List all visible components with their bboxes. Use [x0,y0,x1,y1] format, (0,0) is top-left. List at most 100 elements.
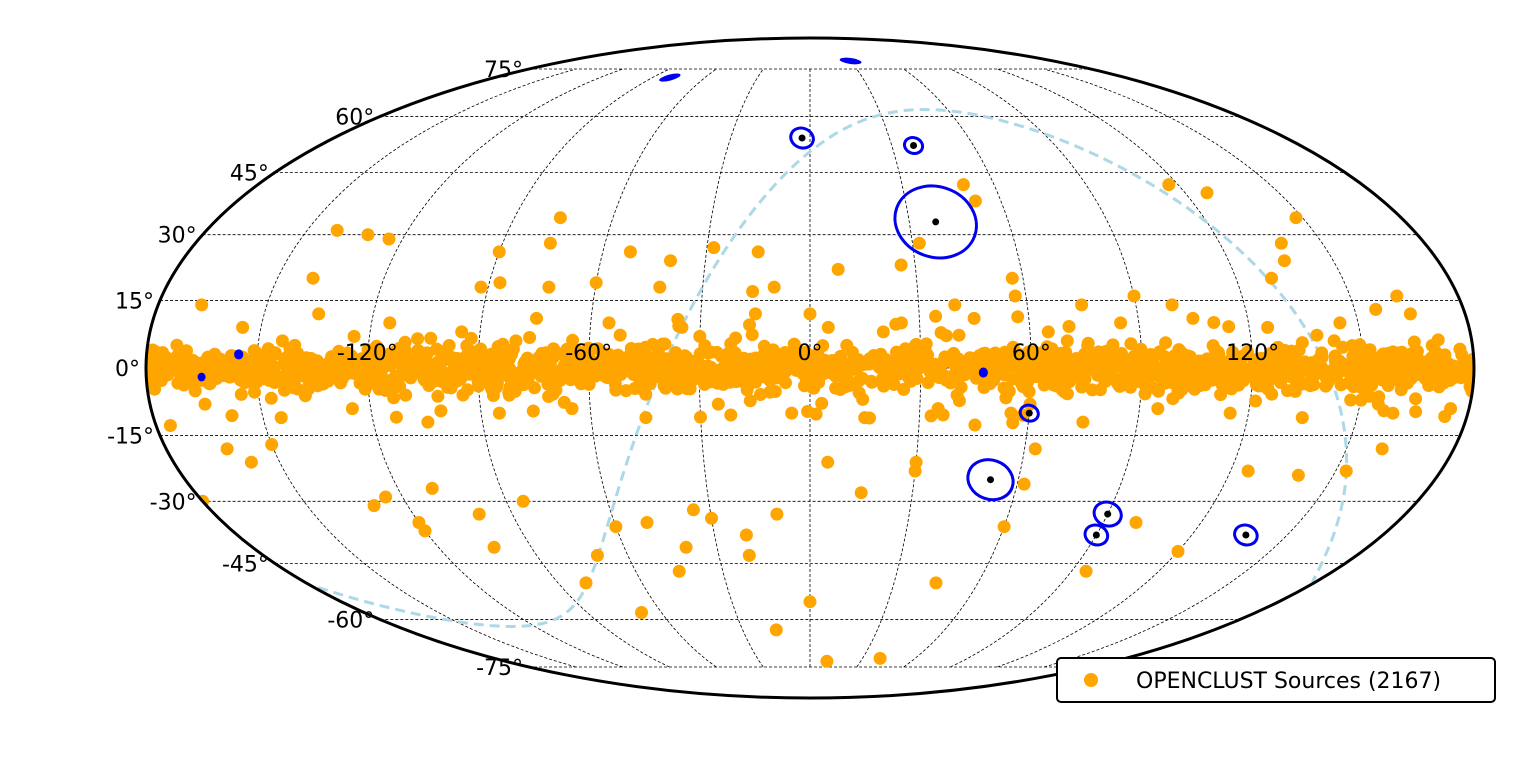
source-point [929,576,943,590]
source-point [382,232,396,246]
source-point [1295,411,1309,425]
source-point [766,343,780,357]
source-point [811,356,825,370]
source-point [472,379,485,393]
source-point [613,328,627,342]
lon-tick-label: -120° [337,341,398,366]
source-point [1075,298,1089,312]
source-point [1081,339,1095,353]
source-point [686,503,700,517]
source-point [565,346,579,359]
event-center [910,142,918,150]
source-point [280,367,293,381]
source-point [530,311,543,325]
source-point [609,383,623,397]
source-point [1289,211,1303,225]
source-point [639,387,653,401]
event-region [902,136,925,156]
source-point [852,358,866,372]
source-point [543,236,557,250]
source-point [427,374,441,388]
source-point [707,241,721,255]
source-point [1430,352,1444,366]
source-point [545,370,559,384]
source-point [1129,516,1143,529]
source-point [195,298,209,312]
source-point [1200,186,1214,200]
source-point [694,358,708,372]
source-point [1022,345,1036,359]
source-point [931,402,945,416]
source-point [1315,350,1329,364]
source-point [852,386,866,400]
legend: OPENCLUST Sources (2167) [1056,657,1496,703]
source-point [489,357,503,371]
source-point [745,328,759,342]
source-point [590,548,604,562]
source-point [1424,363,1438,377]
source-point [553,211,567,225]
source-point [1193,358,1206,372]
source-point [656,357,669,370]
source-point [523,331,537,344]
source-point [1039,365,1053,379]
source-point [1005,271,1019,285]
source-point [1249,394,1262,408]
source-point [1214,372,1228,386]
source-point [1151,402,1165,416]
source-point [944,376,958,390]
source-point [1231,352,1245,366]
source-point [807,381,821,395]
source-point [1274,236,1288,250]
source-point [492,245,506,259]
source-point [785,406,799,420]
source-point [679,540,693,554]
source-point [198,397,212,411]
source-point [816,339,830,353]
source-point [1060,387,1074,401]
source-point [858,411,872,425]
grid-lines [146,68,1474,668]
source-point [997,520,1011,534]
source-point [1459,361,1473,375]
source-point [472,507,486,521]
source-point [1399,363,1413,377]
source-point [729,361,743,375]
source-point [383,316,397,330]
source-point [265,438,279,451]
lat-tick-label: 30° [158,224,197,249]
source-point [1076,415,1090,429]
source-point [831,262,845,276]
source-point [1041,325,1055,339]
source-point [400,358,414,372]
legend-box [1056,657,1496,703]
source-point [1037,378,1051,392]
source-point [867,349,881,362]
event-center [1104,510,1112,518]
source-point [1183,375,1197,388]
event-region [659,73,681,82]
source-point [639,411,653,425]
source-point [361,343,375,357]
source-point [1008,289,1022,303]
source-point [636,351,650,365]
source-point [1361,343,1375,357]
source-point [389,410,403,424]
source-point [673,372,687,386]
source-point [815,396,829,410]
source-point [418,524,432,538]
source-point [411,343,425,357]
lat-tick-label: -60° [327,609,374,634]
source-point [864,374,878,388]
source-point [1344,393,1358,407]
source-point [213,352,227,366]
source-point [238,376,252,390]
source-point [1371,397,1385,411]
lon-grid-line [477,68,670,668]
source-point [1149,362,1163,376]
source-point [769,623,783,637]
source-point [748,307,762,321]
source-point [529,356,543,370]
source-point [894,316,908,330]
source-point [710,372,724,385]
